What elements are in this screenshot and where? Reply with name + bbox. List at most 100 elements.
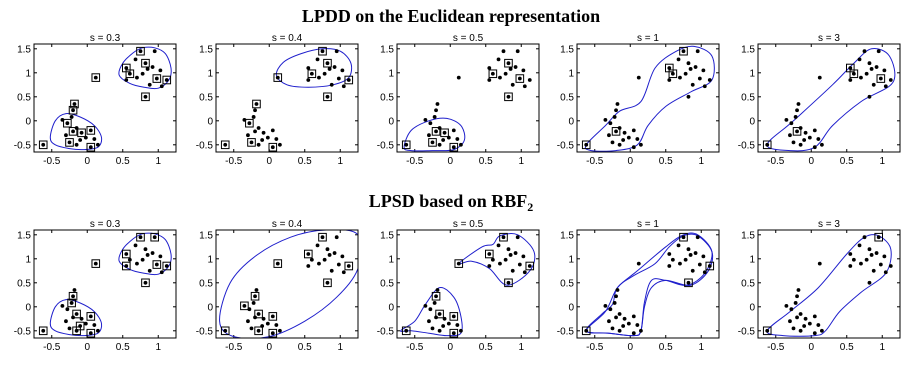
data-point [635,323,640,327]
panel: s = 1 -0.5 0 0.5 1 -0.5 0 0.5 1 1.5 [557,33,720,167]
data-point [428,121,433,126]
data-point [688,253,693,257]
data-point [329,268,334,273]
data-point [820,142,824,147]
data-point [864,71,869,76]
data-point [325,61,330,66]
support-object-marker [504,58,513,68]
data-point [79,130,84,135]
data-point [670,257,675,262]
support-object-marker [252,99,261,109]
data-point [639,142,643,147]
data-point [798,328,803,333]
data-point [487,66,492,70]
support-object-marker [525,261,535,271]
x-tick-label: 0.5 [298,156,312,167]
data-point [506,247,511,252]
support-object-marker [86,312,96,321]
axes-frame [215,43,359,153]
y-tick-label: 1.5 [380,230,394,241]
y-tick-label: 0 [25,302,31,313]
data-point [309,257,314,262]
data-point [667,66,672,70]
data-point [332,65,337,69]
x-tick-label: 0 [808,156,814,167]
data-point [135,75,139,80]
data-point [427,133,431,138]
support-object-marker [307,69,317,79]
data-point [615,102,620,106]
data-point [325,94,330,99]
support-object-marker [268,328,278,338]
data-point [816,323,821,327]
data-point [446,321,451,326]
data-point [96,142,100,147]
data-point [334,235,339,240]
data-point [848,264,853,268]
data-point [246,319,250,324]
data-point [707,78,712,82]
data-point [69,301,74,305]
data-point [274,323,279,327]
data-point [816,137,821,141]
x-tick-label: -0.5 [225,342,243,353]
support-object-marker [504,92,513,102]
x-tick-label: 1 [155,156,161,167]
y-tick-label: -0.5 [196,140,214,151]
data-point [864,257,869,262]
x-tick-label: 0.5 [116,342,130,353]
data-point [437,312,442,316]
data-point [434,294,438,299]
data-point [437,328,442,333]
support-object-marker [874,232,884,242]
data-point [584,142,589,147]
data-point [506,94,511,99]
y-tick-label: 1 [749,68,755,79]
data-point [270,331,275,336]
support-object-marker [344,75,354,85]
x-tick-label: -0.5 [406,342,424,353]
data-point [315,243,320,248]
data-point [882,254,887,259]
support-object-marker [152,260,162,269]
support-object-marker [67,298,76,308]
decision-boundary [400,286,463,337]
data-point [72,288,77,292]
data-point [320,49,325,54]
data-point [681,49,686,54]
panel-title: s = 0.5 [453,33,484,44]
panel-title: s = 1 [637,33,659,44]
panel-title: s = 0.3 [90,219,121,230]
data-point [812,128,817,133]
data-point [796,288,801,292]
axes-frame [757,229,901,339]
data-point [65,121,70,126]
data-point [451,145,456,150]
y-tick-label: 0.5 [560,278,574,289]
y-tick-label: 0.5 [560,92,574,103]
y-tick-label: -0.5 [14,140,32,151]
support-object-marker [38,326,48,336]
data-point [223,142,228,147]
data-point [223,328,228,333]
support-object-marker [254,309,263,319]
data-point [621,324,626,328]
data-point [614,294,618,299]
panel: s = 0.3 -0.5 0 0.5 1 -0.5 0 0.5 1 1.5 [14,33,177,167]
y-tick-label: 0.5 [741,278,755,289]
data-point [857,243,862,248]
x-tick-label: 1 [518,156,524,167]
data-point [254,288,259,292]
data-point [446,135,451,140]
data-point [329,82,334,87]
axes-frame [396,229,540,339]
data-point [820,328,824,333]
data-point [876,235,881,240]
support-object-marker [91,259,101,268]
data-point [88,145,93,150]
data-point [253,108,257,113]
data-point [626,135,631,140]
data-point [788,319,792,324]
data-point [72,102,77,106]
data-point [158,254,163,259]
